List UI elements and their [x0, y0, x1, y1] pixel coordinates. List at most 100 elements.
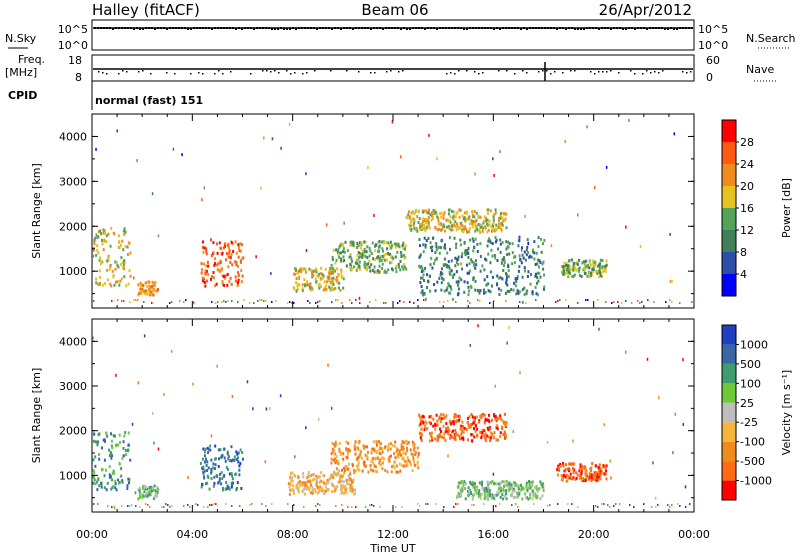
echo-point — [231, 263, 234, 267]
echo-point — [101, 468, 104, 472]
echo-point — [349, 240, 352, 244]
echo-point — [314, 277, 317, 281]
echo-point — [580, 474, 583, 478]
echo-point — [471, 504, 473, 506]
echo-point — [359, 246, 362, 250]
echo-point — [129, 505, 131, 507]
echo-point — [365, 262, 368, 266]
echo-point — [452, 420, 455, 424]
echo-point — [494, 415, 497, 419]
echo-point — [253, 302, 255, 304]
echo-point — [306, 484, 309, 488]
echo-point — [193, 301, 195, 305]
echo-point — [147, 280, 150, 284]
echo-point — [486, 218, 489, 222]
echo-point — [341, 275, 344, 279]
echo-point — [564, 267, 567, 271]
echo-point — [590, 475, 593, 479]
echo-point — [457, 255, 460, 259]
echo-point — [296, 481, 299, 485]
echo-point — [110, 487, 113, 491]
echo-point — [449, 247, 452, 251]
echo-point — [628, 118, 630, 122]
echo-point — [287, 482, 290, 486]
echo-point — [102, 248, 105, 252]
echo-point — [513, 281, 516, 285]
echo-point — [651, 506, 653, 508]
echo-point — [110, 284, 113, 288]
echo-point — [535, 292, 538, 296]
echo-point — [587, 299, 589, 301]
echo-point — [486, 212, 489, 216]
echo-point — [419, 436, 422, 440]
echo-point — [205, 279, 208, 283]
echo-point — [423, 279, 426, 283]
echo-point — [368, 259, 371, 263]
x-tick-label: 20:00 — [578, 528, 610, 541]
echo-point — [330, 406, 333, 410]
echo-point — [220, 455, 223, 459]
echo-point — [546, 441, 549, 445]
echo-point — [409, 301, 411, 303]
echo-point — [443, 257, 446, 261]
echo-point — [356, 446, 359, 450]
echo-point — [599, 477, 602, 481]
echo-point — [334, 444, 337, 448]
echo-point — [336, 250, 339, 254]
echo-point — [604, 464, 607, 468]
echo-point — [439, 301, 441, 303]
echo-point — [502, 268, 505, 272]
echo-point — [471, 260, 474, 264]
echo-point — [595, 479, 598, 483]
echo-point — [457, 280, 460, 284]
echo-point — [112, 275, 115, 279]
echo-point — [409, 463, 412, 467]
echo-point — [349, 243, 352, 247]
echo-point — [604, 264, 607, 268]
echo-point — [134, 491, 137, 495]
echo-point — [490, 431, 493, 435]
echo-point — [236, 281, 239, 285]
echo-point — [499, 486, 502, 490]
echo-point — [497, 287, 500, 291]
echo-point — [431, 266, 434, 270]
echo-point — [92, 458, 95, 462]
echo-point — [473, 418, 476, 422]
echo-point — [335, 454, 338, 458]
echo-point — [438, 227, 441, 231]
echo-point — [596, 271, 599, 275]
echo-point — [447, 219, 450, 223]
echo-point — [511, 504, 513, 506]
echo-point — [215, 302, 217, 304]
echo-point — [605, 165, 608, 169]
echo-point — [534, 285, 537, 289]
echo-point — [498, 486, 501, 490]
echo-point — [351, 490, 354, 494]
echo-point — [145, 503, 147, 505]
echo-point — [235, 450, 238, 454]
echo-point — [541, 262, 544, 266]
echo-point — [466, 438, 469, 442]
echo-point — [557, 503, 559, 505]
echo-point — [412, 443, 415, 447]
echo-point — [565, 262, 568, 266]
echo-point — [126, 252, 129, 256]
echo-point — [146, 494, 149, 498]
colorbar-segment — [722, 325, 736, 345]
echo-point — [418, 217, 421, 221]
echo-point — [468, 493, 471, 497]
echo-point — [418, 424, 421, 428]
echo-point — [514, 284, 517, 288]
echo-point — [99, 282, 102, 286]
colorbar-tick-label: 8 — [740, 246, 747, 259]
echo-point — [334, 286, 337, 290]
echo-point — [294, 267, 297, 271]
echo-point — [521, 288, 524, 292]
echo-point — [562, 273, 565, 277]
echo-point — [572, 265, 575, 269]
colorbar-segment — [722, 274, 736, 296]
echo-point — [305, 487, 308, 491]
echo-point — [103, 438, 106, 442]
echo-point — [422, 415, 425, 419]
echo-point — [516, 277, 519, 281]
